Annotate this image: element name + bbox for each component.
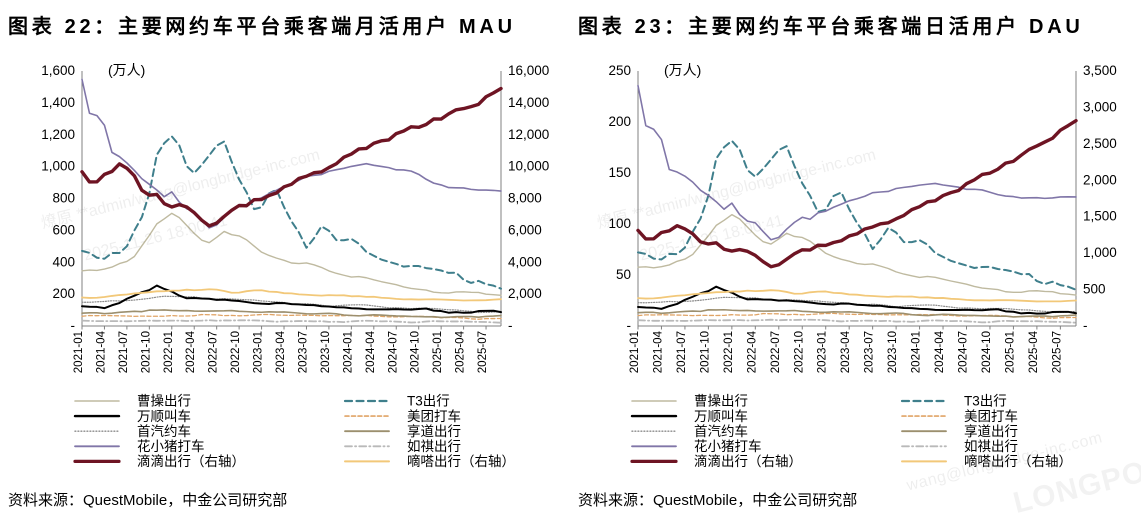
svg-text:2025-01: 2025-01 [1004, 331, 1016, 373]
svg-text:2021-01: 2021-01 [73, 331, 85, 373]
svg-text:2021-04: 2021-04 [95, 330, 107, 373]
svg-text:2024-07: 2024-07 [387, 331, 399, 373]
svg-text:3,500: 3,500 [1083, 63, 1117, 78]
svg-text:2024-01: 2024-01 [911, 331, 923, 373]
svg-text:16,000: 16,000 [508, 63, 549, 78]
svg-text:2,000: 2,000 [508, 286, 542, 301]
svg-text:2025-07: 2025-07 [1051, 331, 1063, 373]
svg-text:曹操出行: 曹操出行 [137, 394, 191, 409]
svg-text:首汽约车: 首汽约车 [694, 423, 748, 439]
svg-text:万顺叫车: 万顺叫车 [694, 408, 748, 424]
svg-text:2022-04: 2022-04 [746, 330, 758, 373]
svg-text:2023-01: 2023-01 [817, 331, 829, 373]
svg-text:2025-01: 2025-01 [432, 331, 444, 373]
svg-text:1,000: 1,000 [41, 159, 75, 174]
svg-text:2024-04: 2024-04 [365, 330, 377, 373]
svg-text:-: - [508, 318, 513, 333]
svg-text:2024-10: 2024-10 [981, 331, 993, 373]
svg-text:1,200: 1,200 [41, 127, 75, 142]
svg-text:1,600: 1,600 [41, 63, 75, 78]
svg-text:2021-07: 2021-07 [118, 331, 130, 373]
svg-text:2024-04: 2024-04 [934, 330, 946, 373]
svg-text:2022-10: 2022-10 [230, 331, 242, 373]
svg-text:2023-10: 2023-10 [887, 331, 899, 373]
svg-text:2025-04: 2025-04 [455, 330, 467, 373]
svg-text:1,000: 1,000 [1083, 245, 1117, 260]
svg-text:500: 500 [1083, 282, 1106, 297]
svg-text:3,000: 3,000 [1083, 99, 1117, 114]
svg-text:2023-04: 2023-04 [275, 330, 287, 373]
svg-text:2024-01: 2024-01 [342, 331, 354, 373]
svg-text:花小猪打车: 花小猪打车 [694, 438, 762, 454]
svg-text:12,000: 12,000 [508, 127, 549, 142]
svg-text:150: 150 [608, 165, 631, 180]
svg-text:嘀嗒出行（右轴）: 嘀嗒出行（右轴） [407, 453, 515, 469]
svg-text:2,500: 2,500 [1083, 136, 1117, 151]
svg-text:2022-04: 2022-04 [185, 330, 197, 373]
svg-text:2023-07: 2023-07 [864, 331, 876, 373]
svg-text:2022-07: 2022-07 [770, 331, 782, 373]
svg-text:2023-04: 2023-04 [840, 330, 852, 373]
svg-text:2024-07: 2024-07 [958, 331, 970, 373]
svg-text:250: 250 [608, 63, 631, 78]
svg-text:2022-07: 2022-07 [208, 331, 220, 373]
svg-text:2025-07: 2025-07 [477, 331, 489, 373]
svg-text:2021-07: 2021-07 [676, 331, 688, 373]
svg-text:享道出行: 享道出行 [407, 423, 461, 439]
svg-text:2021-01: 2021-01 [629, 331, 641, 373]
svg-text:2023-01: 2023-01 [253, 331, 265, 373]
svg-text:2024-10: 2024-10 [410, 331, 422, 373]
svg-text:美团打车: 美团打车 [964, 408, 1018, 424]
svg-text:1,400: 1,400 [41, 95, 75, 110]
svg-text:首汽约车: 首汽约车 [137, 423, 191, 439]
svg-text:2,000: 2,000 [1083, 172, 1117, 187]
svg-text:2022-01: 2022-01 [163, 331, 175, 373]
svg-text:2021-10: 2021-10 [140, 331, 152, 373]
svg-text:2023-10: 2023-10 [320, 331, 332, 373]
svg-text:滴滴出行（右轴）: 滴滴出行（右轴） [694, 453, 802, 469]
svg-text:-: - [71, 318, 76, 333]
svg-text:-: - [1083, 318, 1088, 333]
svg-text:曹操出行: 曹操出行 [694, 394, 748, 409]
svg-text:400: 400 [52, 254, 75, 269]
svg-text:-: - [627, 318, 632, 333]
svg-text:14,000: 14,000 [508, 95, 549, 110]
svg-text:6,000: 6,000 [508, 222, 542, 237]
svg-text:2023-07: 2023-07 [297, 331, 309, 373]
svg-text:T3出行: T3出行 [407, 394, 450, 409]
svg-text:2025-04: 2025-04 [1028, 330, 1040, 373]
svg-text:享道出行: 享道出行 [964, 423, 1018, 439]
svg-text:4,000: 4,000 [508, 254, 542, 269]
svg-text:50: 50 [616, 267, 631, 282]
svg-text:如祺出行: 如祺出行 [407, 439, 461, 454]
svg-text:万顺叫车: 万顺叫车 [137, 408, 191, 424]
svg-text:美团打车: 美团打车 [407, 408, 461, 424]
svg-text:滴滴出行（右轴）: 滴滴出行（右轴） [137, 453, 245, 469]
svg-text:花小猪打车: 花小猪打车 [137, 438, 205, 454]
svg-text:1,500: 1,500 [1083, 209, 1117, 224]
svg-text:2022-10: 2022-10 [793, 331, 805, 373]
svg-text:10,000: 10,000 [508, 159, 549, 174]
svg-text:T3出行: T3出行 [964, 394, 1007, 409]
svg-text:2022-01: 2022-01 [723, 331, 735, 373]
svg-text:2021-10: 2021-10 [699, 331, 711, 373]
svg-text:200: 200 [608, 114, 631, 129]
svg-text:2021-04: 2021-04 [652, 330, 664, 373]
svg-text:8,000: 8,000 [508, 191, 542, 206]
svg-text:200: 200 [52, 286, 75, 301]
